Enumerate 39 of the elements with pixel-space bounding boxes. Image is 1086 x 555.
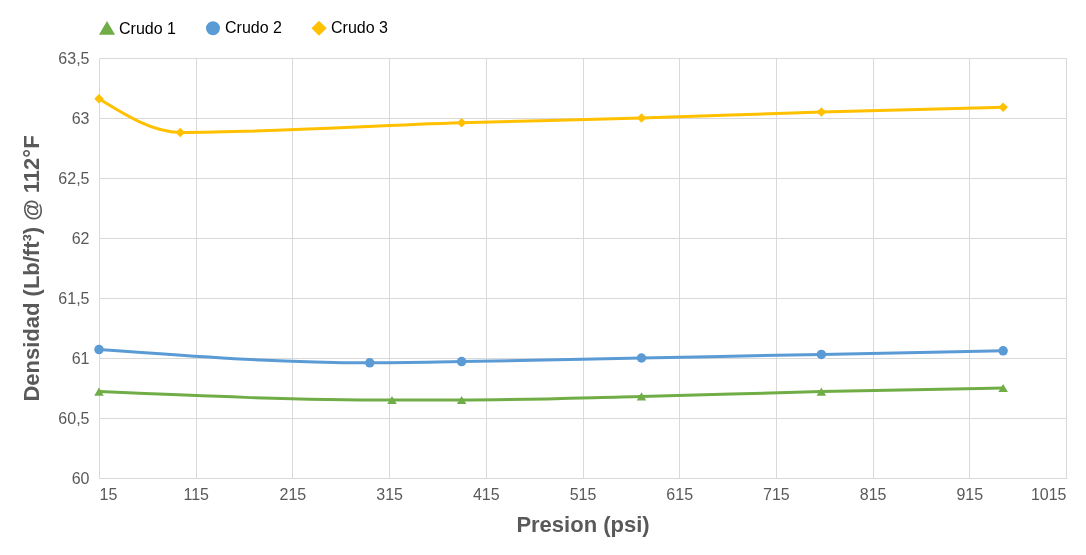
point [636,353,647,363]
point [94,387,104,396]
point [387,395,397,405]
point [816,387,827,396]
x-tick-label: 415 [472,485,500,503]
y-tick-label: 63 [71,109,90,127]
y-tick-label: 63,5 [58,49,90,67]
y-tick-label: 60,5 [58,409,90,427]
y-tick-label: 60 [71,469,90,487]
x-tick-label: 615 [666,485,694,503]
point [998,346,1008,356]
legend-label: Crudo 2 [225,19,283,37]
x-tick-label: 715 [763,485,790,503]
x-axis-title: Presion (psi) [516,511,650,537]
x-tick-label: 915 [956,485,984,503]
point [456,118,467,128]
y-axis-title: Densidad (Lb/ft³) @ 112°F [19,135,45,402]
x-tick-label: 15 [99,485,118,503]
point [998,102,1008,112]
legend-label: Crudo 1 [119,19,177,37]
x-tick-label: 215 [279,485,307,503]
point [998,383,1008,393]
point [365,358,375,368]
y-tick-label: 62,5 [58,169,90,187]
point [456,395,467,405]
y-tick-label: 62 [71,229,90,247]
x-tick-label: 815 [859,485,887,503]
x-tick-label: 315 [376,485,404,503]
point [175,127,185,138]
point [816,349,827,360]
legend-label: Crudo 3 [331,19,389,37]
y-tick-label: 61,5 [58,289,90,307]
x-tick-label: 515 [569,485,597,503]
point [636,392,647,401]
x-tick-label: 115 [183,485,210,503]
y-tick-label: 61 [71,349,90,367]
point [456,356,467,367]
point [94,344,104,355]
x-tick-label: 1015 [1030,485,1067,503]
